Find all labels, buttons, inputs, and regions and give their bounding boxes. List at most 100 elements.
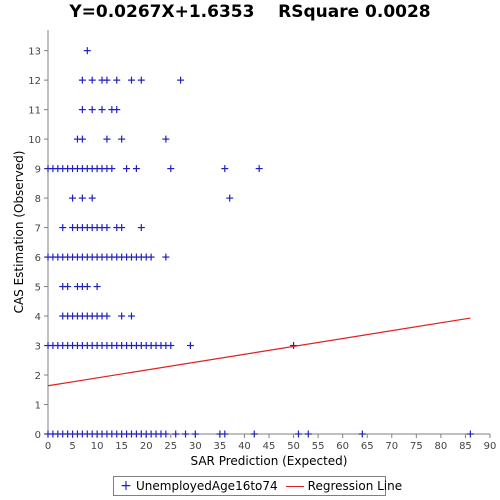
data-point: [83, 47, 91, 55]
x-tick-label: 55: [312, 441, 325, 452]
y-tick-label: 0: [35, 430, 41, 441]
data-point: [127, 76, 135, 84]
data-point: [118, 135, 126, 143]
data-point: [78, 194, 86, 202]
x-axis-label: SAR Prediction (Expected): [191, 454, 348, 468]
y-tick-label: 1: [35, 401, 41, 412]
data-point: [162, 253, 170, 261]
y-tick-label: 9: [35, 165, 41, 176]
data-point: [358, 430, 366, 438]
data-point: [88, 106, 96, 114]
x-tick-label: 35: [214, 441, 227, 452]
x-tick-label: 50: [287, 441, 300, 452]
legend-item-series: + UnemployedAge16to74: [120, 478, 278, 494]
data-point: [78, 135, 86, 143]
data-point: [93, 283, 101, 291]
data-point: [113, 106, 121, 114]
data-point: [162, 135, 170, 143]
y-tick-label: 11: [28, 106, 41, 117]
data-point: [191, 430, 199, 438]
legend-item-regression: Regression Line: [285, 479, 403, 493]
x-tick-label: 10: [91, 441, 104, 452]
data-point: [88, 194, 96, 202]
y-tick-label: 13: [28, 47, 41, 58]
y-axis-label: CAS Estimation (Observed): [12, 151, 26, 314]
data-point: [103, 312, 111, 320]
data-point: [250, 430, 258, 438]
regression-line: [47, 317, 471, 387]
data-point: [103, 76, 111, 84]
data-point: [137, 76, 145, 84]
data-point: [132, 165, 140, 173]
x-tick-label: 75: [410, 441, 423, 452]
chart-title: Y=0.0267X+1.6353 RSquare 0.0028: [69, 2, 431, 22]
data-point: [103, 224, 111, 232]
data-point: [162, 430, 170, 438]
data-point: [167, 165, 175, 173]
data-point: [113, 76, 121, 84]
x-tick-label: 5: [69, 441, 75, 452]
data-point: [466, 430, 474, 438]
data-point: [221, 165, 229, 173]
data-point: [103, 135, 111, 143]
x-tick-label: 65: [361, 441, 374, 452]
legend-label-regression: Regression Line: [307, 479, 403, 493]
data-point: [83, 283, 91, 291]
data-points: [44, 47, 474, 438]
data-point: [294, 430, 302, 438]
x-tick-label: 80: [435, 441, 448, 452]
y-tick-label: 2: [35, 371, 41, 382]
x-tick-label: 60: [336, 441, 349, 452]
x-tick-label: 45: [263, 441, 276, 452]
line-marker-icon: [285, 485, 304, 487]
y-tick-label: 3: [35, 342, 41, 353]
data-point: [221, 430, 229, 438]
data-point: [78, 106, 86, 114]
y-tick-label: 10: [28, 135, 41, 146]
regression-line-group: [47, 317, 471, 387]
data-point: [304, 430, 312, 438]
data-point: [108, 165, 116, 173]
data-point: [182, 430, 190, 438]
x-tick-label: 70: [385, 441, 398, 452]
data-point: [118, 312, 126, 320]
data-point: [147, 253, 155, 261]
data-point: [88, 76, 96, 84]
y-tick-label: 12: [28, 76, 41, 87]
data-point: [69, 194, 77, 202]
data-point: [172, 430, 180, 438]
plot-area: [48, 30, 490, 434]
y-tick-label: 4: [35, 312, 41, 323]
data-point: [118, 224, 126, 232]
x-tick-label: 15: [115, 441, 128, 452]
legend-label-series: UnemployedAge16to74: [136, 479, 278, 493]
data-point: [78, 76, 86, 84]
data-point: [59, 224, 67, 232]
x-tick-label: 20: [140, 441, 153, 452]
x-tick-label: 25: [164, 441, 177, 452]
data-point: [137, 224, 145, 232]
x-tick-label: 90: [484, 441, 497, 452]
x-tick-label: 0: [45, 441, 51, 452]
data-point: [226, 194, 234, 202]
y-tick-label: 5: [35, 283, 41, 294]
y-tick-label: 7: [35, 224, 41, 235]
data-point: [98, 106, 106, 114]
data-point: [255, 165, 263, 173]
data-point: [123, 165, 131, 173]
data-point: [127, 312, 135, 320]
data-point: [177, 76, 185, 84]
y-tick-label: 8: [35, 194, 41, 205]
x-tick-label: 85: [459, 441, 472, 452]
data-point: [64, 283, 72, 291]
data-point: [186, 342, 194, 350]
x-tick-label: 30: [189, 441, 202, 452]
data-point: [167, 342, 175, 350]
y-tick-label: 6: [35, 253, 41, 264]
x-tick-label: 40: [238, 441, 251, 452]
plus-marker-icon: +: [120, 478, 132, 494]
legend: + UnemployedAge16to74 Regression Line: [113, 476, 402, 496]
x-axis: 0 5 10 15 20 25 30 35 40 45 50 55 60 65 70 75 80 85 90: [45, 433, 497, 452]
